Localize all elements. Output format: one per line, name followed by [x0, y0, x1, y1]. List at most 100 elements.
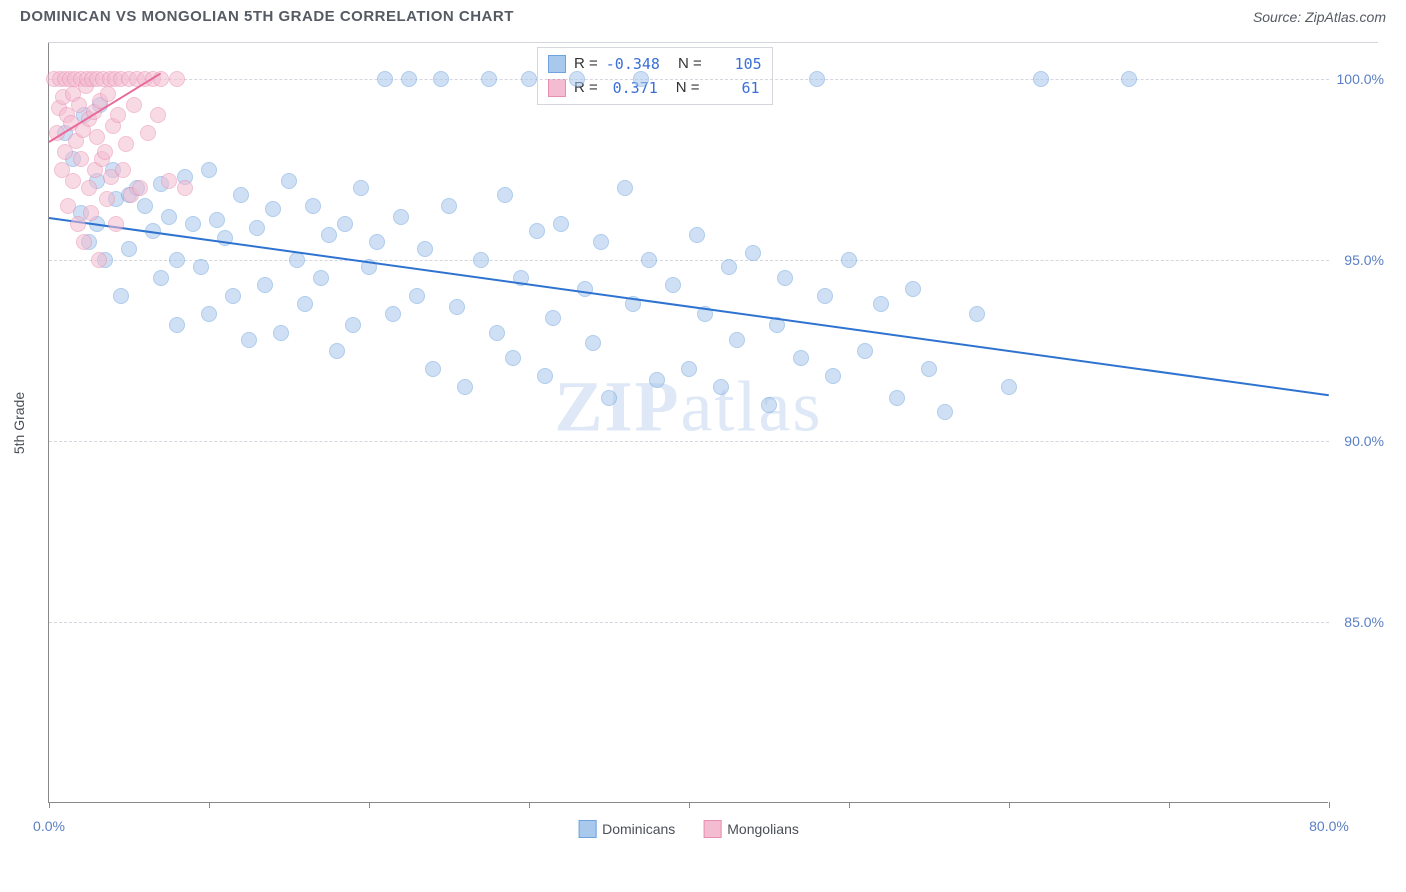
gridline-h	[49, 622, 1329, 623]
scatter-point	[321, 227, 337, 243]
scatter-point	[121, 241, 137, 257]
plot-area: ZIPatlas 5th Grade R =-0.348N =105R =0.3…	[48, 43, 1328, 803]
scatter-point	[126, 97, 142, 113]
scatter-point	[305, 198, 321, 214]
x-tick	[1009, 802, 1010, 808]
legend-swatch	[548, 79, 566, 97]
scatter-point	[809, 71, 825, 87]
scatter-point	[241, 332, 257, 348]
legend-label: Dominicans	[602, 821, 675, 837]
scatter-point	[593, 234, 609, 250]
x-tick	[1169, 802, 1170, 808]
n-label: N =	[678, 52, 702, 76]
scatter-point	[60, 198, 76, 214]
scatter-point	[921, 361, 937, 377]
scatter-point	[617, 180, 633, 196]
scatter-point	[97, 144, 113, 160]
scatter-point	[345, 317, 361, 333]
scatter-point	[150, 107, 166, 123]
series-legend: Dominicans Mongolians	[578, 820, 799, 838]
scatter-point	[393, 209, 409, 225]
scatter-point	[70, 216, 86, 232]
gridline-h	[49, 79, 1329, 80]
scatter-point	[681, 361, 697, 377]
legend-swatch	[703, 820, 721, 838]
scatter-point	[91, 252, 107, 268]
y-tick-label: 95.0%	[1344, 252, 1384, 268]
scatter-point	[132, 180, 148, 196]
legend-item: Mongolians	[703, 820, 799, 838]
scatter-point	[99, 191, 115, 207]
scatter-point	[497, 187, 513, 203]
scatter-point	[505, 350, 521, 366]
scatter-point	[745, 245, 761, 261]
chart-container: ZIPatlas 5th Grade R =-0.348N =105R =0.3…	[48, 42, 1378, 822]
scatter-point	[817, 288, 833, 304]
scatter-point	[193, 259, 209, 275]
legend-swatch	[548, 55, 566, 73]
scatter-point	[385, 306, 401, 322]
gridline-h	[49, 260, 1329, 261]
scatter-point	[177, 180, 193, 196]
scatter-point	[337, 216, 353, 232]
scatter-point	[425, 361, 441, 377]
scatter-point	[100, 86, 116, 102]
r-value: -0.348	[606, 52, 660, 76]
scatter-point	[641, 252, 657, 268]
scatter-point	[153, 270, 169, 286]
scatter-point	[761, 397, 777, 413]
scatter-point	[377, 71, 393, 87]
scatter-point	[569, 71, 585, 87]
scatter-point	[169, 317, 185, 333]
scatter-point	[937, 404, 953, 420]
scatter-point	[417, 241, 433, 257]
legend-item: Dominicans	[578, 820, 675, 838]
scatter-point	[161, 209, 177, 225]
scatter-point	[1121, 71, 1137, 87]
scatter-point	[329, 343, 345, 359]
x-tick	[849, 802, 850, 808]
scatter-point	[721, 259, 737, 275]
watermark: ZIPatlas	[555, 366, 823, 449]
scatter-point	[76, 234, 92, 250]
scatter-point	[713, 379, 729, 395]
scatter-point	[521, 71, 537, 87]
scatter-point	[110, 107, 126, 123]
scatter-point	[201, 306, 217, 322]
scatter-point	[113, 288, 129, 304]
scatter-point	[65, 173, 81, 189]
x-tick	[1329, 802, 1330, 808]
scatter-point	[201, 162, 217, 178]
scatter-point	[265, 201, 281, 217]
scatter-point	[473, 252, 489, 268]
scatter-point	[409, 288, 425, 304]
scatter-point	[889, 390, 905, 406]
scatter-point	[161, 173, 177, 189]
scatter-point	[169, 71, 185, 87]
scatter-point	[289, 252, 305, 268]
x-tick	[49, 802, 50, 808]
scatter-point	[257, 277, 273, 293]
scatter-point	[140, 125, 156, 141]
scatter-point	[185, 216, 201, 232]
scatter-point	[777, 270, 793, 286]
scatter-point	[601, 390, 617, 406]
scatter-point	[553, 216, 569, 232]
chart-title: DOMINICAN VS MONGOLIAN 5TH GRADE CORRELA…	[20, 8, 514, 25]
scatter-point	[793, 350, 809, 366]
scatter-point	[585, 335, 601, 351]
scatter-point	[233, 187, 249, 203]
scatter-point	[825, 368, 841, 384]
scatter-point	[537, 368, 553, 384]
scatter-point	[281, 173, 297, 189]
scatter-point	[81, 180, 97, 196]
scatter-point	[577, 281, 593, 297]
scatter-point	[489, 325, 505, 341]
scatter-point	[633, 71, 649, 87]
y-axis-label: 5th Grade	[11, 391, 27, 453]
scatter-point	[689, 227, 705, 243]
scatter-point	[449, 299, 465, 315]
scatter-point	[441, 198, 457, 214]
scatter-point	[353, 180, 369, 196]
scatter-point	[481, 71, 497, 87]
